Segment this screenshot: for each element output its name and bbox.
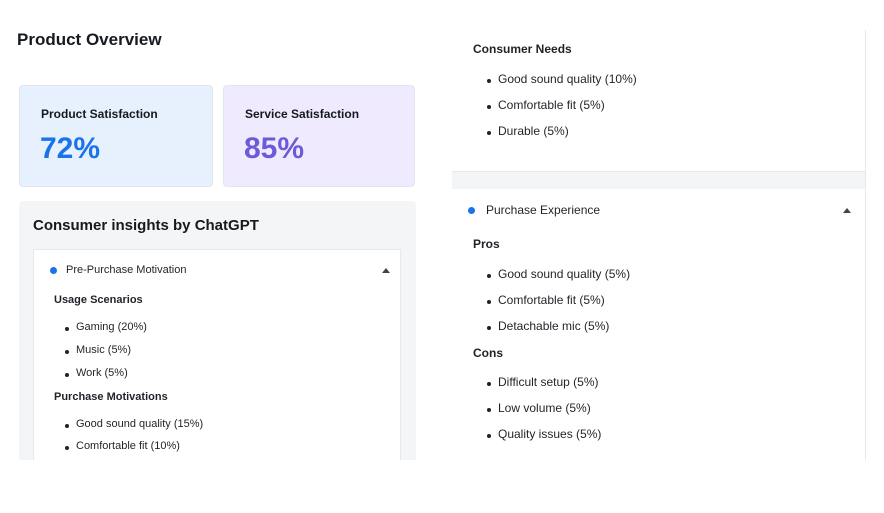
product-satisfaction-card: Product Satisfaction 72%: [19, 85, 213, 187]
right-insights-panel: Consumer Needs Good sound quality (10%) …: [452, 30, 866, 460]
caret-up-icon[interactable]: [382, 268, 390, 273]
insights-accordion-container: Pre-Purchase Motivation Usage Scenarios …: [33, 249, 401, 460]
section-divider: [452, 171, 865, 189]
accordion-title: Purchase Experience: [486, 203, 601, 217]
insights-title: Consumer insights by ChatGPT: [33, 217, 259, 234]
page-title: Product Overview: [17, 30, 162, 49]
list-item: Comfortable fit (5%): [487, 293, 605, 307]
list-item: Music (5%): [64, 344, 132, 356]
list-item: Comfortable fit (5%): [487, 98, 605, 112]
purchase-experience-header[interactable]: Purchase Experience: [452, 202, 865, 220]
blue-dot-icon: [468, 207, 475, 214]
product-satisfaction-label: Product Satisfaction: [41, 107, 158, 121]
section-heading-purchase-motivations: Purchase Motivations: [54, 391, 168, 403]
list-item: Difficult setup (5%): [486, 375, 599, 389]
list-item: Good sound quality (5%): [486, 267, 631, 281]
list-item: Durable (5%): [487, 124, 569, 138]
pre-purchase-motivation-header[interactable]: Pre-Purchase Motivation: [34, 262, 400, 280]
section-heading-cons: Cons: [473, 346, 503, 360]
section-heading-usage-scenarios: Usage Scenarios: [54, 294, 143, 306]
accordion-title: Pre-Purchase Motivation: [66, 264, 187, 276]
list-item: Gaming (20%): [65, 321, 147, 333]
list-item: Quality issues (5%): [486, 427, 602, 441]
list-item: Good sound quality (10%): [487, 72, 637, 86]
service-satisfaction-label: Service Satisfaction: [245, 107, 360, 121]
list-item: Good sound quality (15%): [64, 418, 204, 430]
section-heading-consumer-needs: Consumer Needs: [473, 42, 572, 56]
list-item: Work (5%): [65, 367, 128, 379]
product-satisfaction-value: 72%: [40, 132, 101, 165]
blue-dot-icon: [50, 267, 57, 274]
section-heading-pros: Pros: [473, 237, 500, 251]
consumer-insights-panel: Consumer insights by ChatGPT Pre-Purchas…: [19, 201, 416, 460]
service-satisfaction-value: 85%: [244, 132, 305, 165]
caret-up-icon[interactable]: [843, 208, 851, 213]
list-item: Low volume (5%): [487, 401, 591, 415]
list-item: Comfortable fit (10%): [65, 440, 180, 452]
service-satisfaction-card: Service Satisfaction 85%: [223, 85, 415, 187]
list-item: Detachable mic (5%): [486, 319, 610, 333]
